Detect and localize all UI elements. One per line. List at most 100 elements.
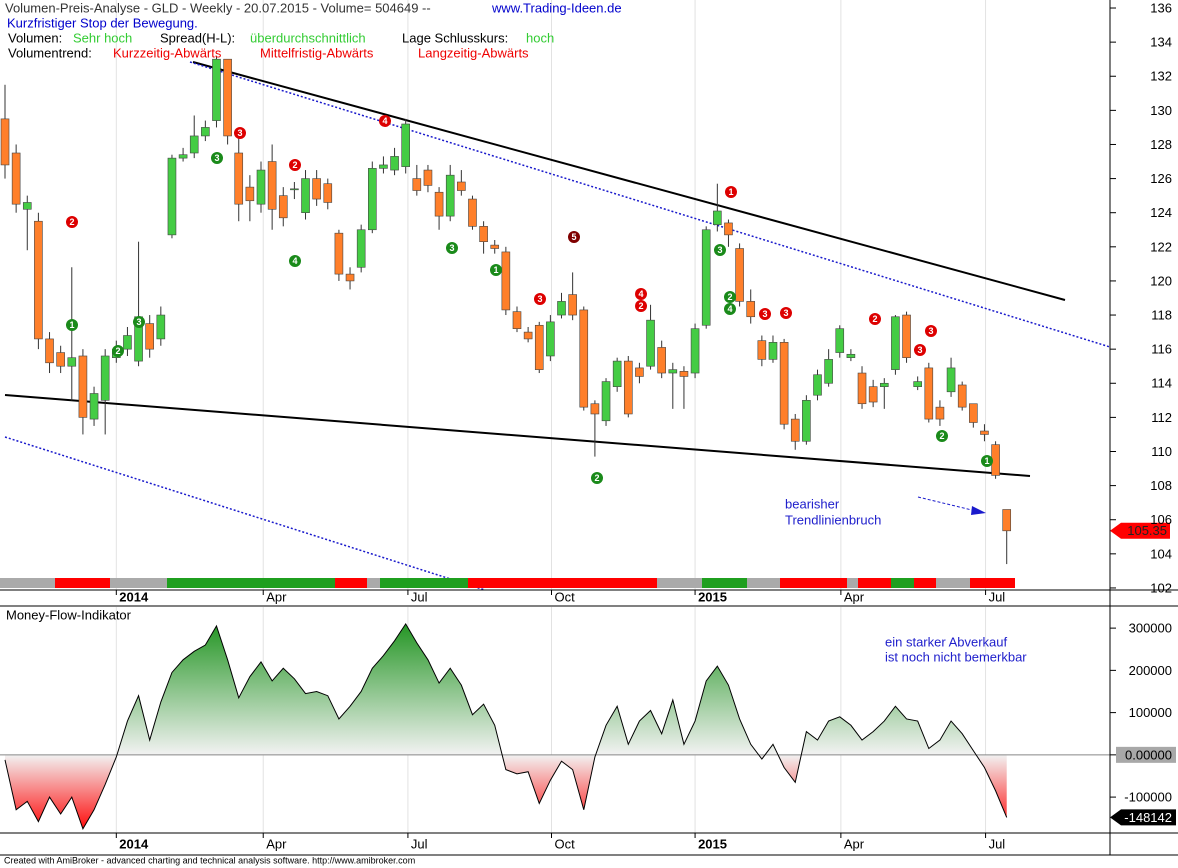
candle-body	[412, 178, 422, 191]
candle-body	[879, 382, 889, 387]
candle-body	[590, 403, 600, 415]
candle-body	[701, 229, 711, 326]
strip-segment	[167, 578, 335, 588]
candle-body	[212, 58, 221, 121]
candle-body	[523, 331, 533, 340]
candle-body	[546, 321, 555, 357]
signal-label: 3	[237, 128, 242, 138]
candle-body	[913, 381, 922, 387]
texts: Volumen-Preis-Analyse - GLD - Weekly - 2…	[4, 0, 1172, 865]
candle-body	[657, 347, 666, 374]
strip-segment	[468, 578, 657, 588]
signal-label: 4	[292, 256, 297, 266]
candle-body	[11, 152, 21, 205]
candle-body	[612, 360, 622, 387]
candle-body	[1002, 509, 1012, 532]
candle-body	[935, 406, 945, 420]
annotation: Trendlinienbruch	[785, 512, 881, 527]
signal-marker	[635, 300, 647, 312]
signal-marker	[66, 319, 78, 331]
candle-body	[434, 191, 444, 217]
trend-label: Volumentrend:	[8, 45, 92, 60]
x-tick-label: Jul	[411, 589, 428, 604]
strip-segment	[55, 578, 110, 588]
signal-label: 2	[638, 301, 643, 311]
trend-line	[192, 61, 1066, 301]
candle-body	[768, 342, 778, 360]
candle-body	[579, 309, 589, 408]
volume-trend-strip	[0, 578, 1015, 588]
signal-marker	[211, 152, 223, 164]
candle-body	[167, 157, 177, 236]
signal-marker	[446, 242, 458, 254]
strip-segment	[780, 578, 847, 588]
candle-body	[980, 430, 989, 435]
y-tick-label: 118	[1151, 307, 1172, 322]
candle-body	[67, 357, 77, 367]
signal-label: 1	[493, 265, 498, 275]
x-tick-label: 2015	[698, 836, 727, 851]
signal-label: 1	[984, 456, 989, 466]
y-tick-label: 130	[1150, 103, 1172, 118]
strip-segment	[914, 578, 936, 588]
signal-label: 3	[928, 326, 933, 336]
candle-body	[623, 360, 633, 415]
candle-body	[713, 210, 722, 225]
signal-marker	[289, 159, 301, 171]
signal-marker	[724, 291, 736, 303]
strip-segment	[0, 578, 55, 588]
signal-label: 3	[917, 345, 922, 355]
y-tick-label: 136	[1150, 0, 1172, 15]
signal-marker	[234, 127, 246, 139]
x-tick-label: Apr	[844, 836, 865, 851]
trend-value: Langzeitig-Abwärts	[418, 45, 529, 60]
y-tick-label: 200000	[1129, 663, 1172, 678]
candle-body	[45, 338, 54, 364]
strip-segment	[891, 578, 914, 588]
candle-body	[234, 152, 244, 205]
signal-marker	[981, 455, 993, 467]
x-tick-label: Apr	[844, 589, 865, 604]
signal-marker	[66, 216, 78, 228]
x-tick-label: 2014	[119, 589, 149, 604]
y-tick-label: 110	[1151, 444, 1172, 459]
signal-marker	[725, 186, 737, 198]
candle-body	[145, 323, 154, 350]
candle-body	[223, 58, 232, 137]
area	[5, 623, 1007, 829]
strip-segment	[970, 578, 1015, 588]
signal-marker	[591, 472, 603, 484]
footer: Created with AmiBroker - advanced charti…	[4, 855, 415, 865]
signal-label: 2	[594, 473, 599, 483]
strip-segment	[335, 578, 367, 588]
y-tick-label: 0.00000	[1125, 747, 1172, 762]
signal-marker	[490, 264, 502, 276]
last-price-tag	[1110, 522, 1170, 539]
arrow-head	[971, 506, 986, 515]
signal-label: 3	[449, 243, 454, 253]
signal-marker	[759, 308, 771, 320]
annotation: ein starker Abverkauf	[885, 634, 1008, 649]
y-tick-label: -100000	[1124, 790, 1172, 805]
last-price-label: 105.35	[1127, 523, 1167, 538]
signal-marker	[568, 231, 580, 243]
x-tick-label: 2015	[698, 589, 727, 604]
status-label: Spread(H-L):	[160, 30, 235, 45]
candle-body	[635, 367, 644, 377]
signal-label: 3	[762, 309, 767, 319]
panel-title: Money-Flow-Indikator	[6, 607, 132, 622]
candle-body	[490, 244, 500, 249]
candle-body	[857, 372, 867, 405]
y-tick-label: 106	[1150, 512, 1172, 527]
strip-segment	[858, 578, 891, 588]
signal-label: 2	[939, 431, 944, 441]
candle-body	[290, 188, 299, 191]
chart-title: Volumen-Preis-Analyse - GLD - Weekly - 2…	[5, 0, 431, 15]
candle-body	[601, 381, 611, 422]
y-tick-label: 134	[1150, 35, 1172, 50]
signal-label: 4	[638, 289, 643, 299]
signal-marker	[925, 325, 937, 337]
signal-label: 4	[727, 304, 732, 314]
status-label: Volumen:	[8, 30, 62, 45]
